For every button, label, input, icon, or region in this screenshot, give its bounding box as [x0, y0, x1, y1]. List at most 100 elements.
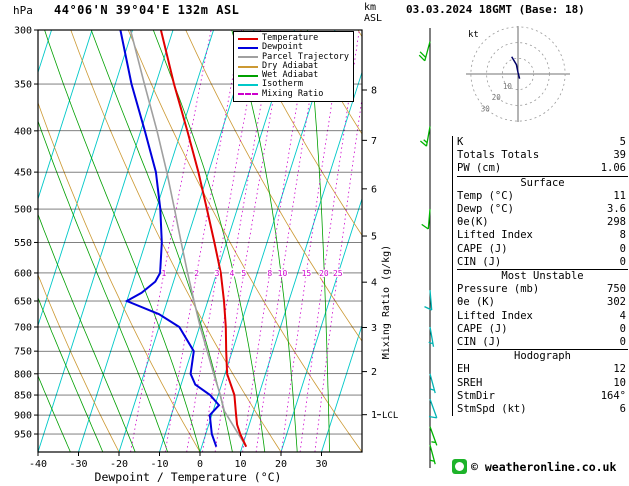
legend-swatch: [238, 74, 258, 77]
stat-row: Temp (°C) 11: [457, 190, 628, 203]
stat-label: CIN (J): [457, 255, 502, 268]
station-title: 44°06'N 39°04'E 132m ASL: [54, 3, 240, 17]
stats-panel: K 5 Totals Totals 39 PW (cm) 1.06 Surface Temp …: [452, 136, 628, 417]
stat-value: 750: [607, 283, 626, 296]
stat-row: CAPE (J) 0: [457, 323, 628, 336]
stat-value: 12: [613, 363, 626, 376]
stat-row: SREH 10: [457, 377, 628, 390]
stat-label: Pressure (mb): [457, 283, 540, 296]
legend-item: Dewpoint: [238, 42, 349, 53]
km-tick-label: 6: [371, 184, 377, 195]
pressure-tick-label: 400: [14, 126, 32, 137]
pressure-tick-label: 550: [14, 238, 32, 249]
stats-section-header: Most Unstable: [501, 270, 584, 283]
legend-label: Dewpoint: [262, 42, 303, 53]
stat-label: K: [457, 136, 464, 148]
stat-value: 0: [619, 336, 626, 349]
pressure-tick-label: 850: [14, 391, 32, 402]
legend-swatch: [238, 46, 258, 49]
parcel-trajectory-curve: [129, 30, 247, 448]
isotherm-line: [361, 450, 362, 452]
stat-row: θe (K) 302: [457, 296, 628, 309]
footer-credit: © weatheronline.co.uk: [452, 459, 616, 474]
stat-value: 5: [619, 136, 626, 148]
km-tick-label: 5: [371, 232, 377, 243]
isotherm-line: [78, 30, 214, 452]
stats-section: Most Unstable Pressure (mb) 750 θe (K) 302 Li…: [457, 269, 628, 349]
pressure-tick-label: 650: [14, 297, 32, 308]
temp-tick-label: 10: [234, 459, 246, 470]
stat-label: CAPE (J): [457, 322, 508, 335]
wind-barb: [429, 373, 436, 394]
dry-adiabat-line: [357, 30, 362, 38]
mixing-ratio-value: 25: [333, 269, 343, 278]
weatheronline-logo: [452, 459, 467, 474]
footer-site-text: © weatheronline.co.uk: [471, 459, 617, 474]
wind-barb: [421, 208, 431, 230]
pressure-tick-label: 450: [14, 168, 32, 179]
temp-tick-label: -30: [69, 459, 87, 470]
dry-adiabat-line: [242, 30, 362, 236]
legend-label: Parcel Trajectory: [262, 51, 349, 62]
pressure-tick-label: 700: [14, 322, 32, 333]
isotherm-line: [38, 30, 133, 327]
km-tick-label: 8: [371, 85, 377, 96]
legend-swatch: [238, 56, 258, 59]
km-tick-label: 7: [371, 136, 377, 147]
legend-item: Parcel Trajectory: [238, 51, 349, 62]
pressure-tick-label: 500: [14, 205, 32, 216]
chart-legend: Temperature Dewpoint Parcel Trajectory Dry …: [233, 31, 354, 103]
legend-item: Wet Adiabat: [238, 70, 349, 80]
stat-value: 164°: [600, 389, 626, 402]
stat-label: EH: [457, 363, 470, 376]
wind-barb: [429, 444, 436, 465]
mixing-ratio-value: 8: [267, 269, 272, 278]
stat-value: 302: [607, 296, 626, 309]
stat-label: Lifted Index: [457, 309, 533, 322]
temp-tick-label: -10: [150, 459, 168, 470]
altitude-unit-asl: ASL: [364, 13, 383, 24]
pressure-tick-label: 900: [14, 411, 32, 422]
stat-label: CIN (J): [457, 336, 502, 349]
stat-value: 4: [619, 309, 626, 322]
stat-row: CIN (J) 0: [457, 256, 628, 269]
stat-row: CIN (J) 0: [457, 336, 628, 349]
legend-label: Isotherm: [262, 79, 303, 90]
mixing-ratio-line: [214, 30, 286, 452]
legend-item: Mixing Ratio: [238, 89, 349, 99]
isotherm-line: [280, 197, 362, 452]
stat-row: StmDir 164°: [457, 390, 628, 403]
hodograph-ring-label: 20: [492, 93, 502, 102]
mixing-ratio-axis-label: Mixing Ratio (g/kg): [381, 245, 392, 359]
stat-row: CAPE (J) 0: [457, 243, 628, 256]
mixing-ratio-line: [242, 30, 310, 452]
wind-barb: [428, 398, 438, 419]
km-tick-label: 1: [371, 410, 377, 421]
stat-label: CAPE (J): [457, 242, 508, 255]
stat-value: 39: [613, 149, 626, 162]
mixing-ratio-value: 5: [241, 269, 246, 278]
hodograph-trace: [511, 56, 521, 79]
isotherm-line: [0, 30, 11, 452]
legend-label: Temperature: [262, 33, 319, 43]
stat-value: 298: [607, 216, 626, 229]
legend-swatch: [238, 37, 258, 40]
stat-label: StmDir: [457, 389, 495, 402]
stats-section-header: Surface: [520, 176, 565, 189]
wind-barb: [424, 290, 433, 311]
stat-label: Temp (°C): [457, 189, 514, 202]
hodograph-ring: [470, 26, 566, 122]
legend-item: Isotherm: [238, 80, 349, 89]
stats-section: Surface Temp (°C) 11 Dewp (°C) 3.6 θe(K) 298 Li…: [457, 175, 628, 269]
hodograph-ring: [486, 42, 550, 106]
mixing-ratio-value: 4: [230, 269, 235, 278]
stat-label: θe(K): [457, 216, 489, 229]
stat-row: Lifted Index 4: [457, 310, 628, 323]
isotherm-line: [38, 30, 174, 452]
stats-section: Hodograph EH 12 SREH 10 StmDir 164° StmSpd (kt)…: [457, 349, 628, 416]
mixing-ratio-value: 3: [215, 269, 220, 278]
stat-row: θe(K) 298: [457, 216, 628, 229]
km-tick-label: 2: [371, 367, 377, 378]
legend-swatch: [238, 65, 258, 68]
